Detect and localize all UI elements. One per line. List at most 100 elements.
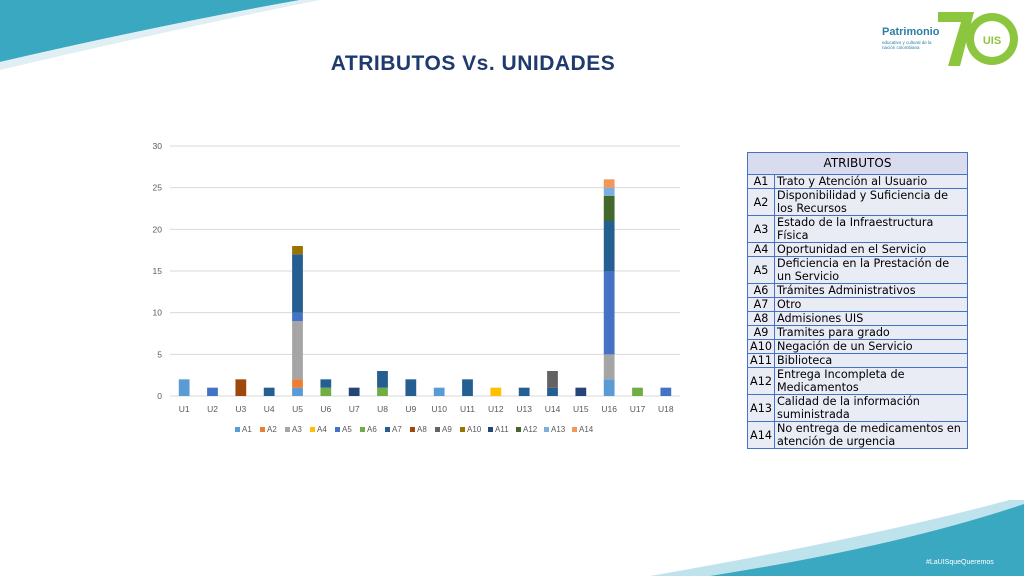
atributo-row: A5 Deficiencia en la Prestación de un Ser… bbox=[747, 256, 968, 284]
legend-swatch bbox=[360, 427, 365, 432]
legend-swatch bbox=[516, 427, 521, 432]
footer-wave-decoration bbox=[650, 500, 1024, 576]
bar-segment bbox=[547, 371, 558, 388]
legend-label: A9 bbox=[442, 425, 452, 434]
atributo-label: Negación de un Servicio bbox=[774, 339, 968, 354]
x-tick-label: U16 bbox=[601, 404, 617, 414]
legend-label: A14 bbox=[579, 425, 594, 434]
atributo-label: No entrega de medicamentos en atención d… bbox=[774, 421, 968, 449]
atributo-row: A11 Biblioteca bbox=[747, 353, 968, 368]
atributo-label: Trato y Atención al Usuario bbox=[774, 174, 968, 189]
atributo-code: A4 bbox=[747, 242, 775, 257]
atributo-code: A10 bbox=[747, 339, 775, 354]
x-tick-label: U13 bbox=[516, 404, 532, 414]
y-tick-label: 5 bbox=[157, 349, 162, 359]
legend-swatch bbox=[572, 427, 577, 432]
x-tick-label: U1 bbox=[179, 404, 190, 414]
legend-swatch bbox=[460, 427, 465, 432]
atributo-code: A11 bbox=[747, 353, 775, 368]
x-tick-label: U10 bbox=[431, 404, 447, 414]
bar-segment bbox=[348, 387, 360, 396]
atributo-row: A13 Calidad de la información suministrad… bbox=[747, 394, 968, 422]
bar-segment bbox=[575, 387, 587, 396]
atributo-code: A9 bbox=[747, 325, 775, 340]
atributo-row: A9 Tramites para grado bbox=[747, 325, 968, 340]
bar-segment bbox=[377, 371, 388, 388]
atributo-row: A8 Admisiones UIS bbox=[747, 311, 968, 326]
legend-label: A12 bbox=[523, 425, 538, 434]
x-tick-label: U5 bbox=[292, 404, 303, 414]
atributo-code: A13 bbox=[747, 394, 775, 422]
legend-label: A3 bbox=[292, 425, 302, 434]
atributo-code: A12 bbox=[747, 367, 775, 395]
legend-label: A2 bbox=[267, 425, 277, 434]
legend-label: A13 bbox=[551, 425, 566, 434]
bar-segment bbox=[433, 387, 445, 396]
y-tick-label: 0 bbox=[157, 391, 162, 401]
bar-segment bbox=[292, 387, 303, 396]
bar-segment bbox=[547, 387, 558, 396]
bar-segment bbox=[292, 246, 303, 255]
x-tick-label: U8 bbox=[377, 404, 388, 414]
bar-segment bbox=[603, 187, 615, 196]
atributo-label: Calidad de la información suministrada bbox=[774, 394, 968, 422]
legend-swatch bbox=[335, 427, 340, 432]
atributos-table-header: ATRIBUTOS bbox=[747, 152, 968, 175]
x-tick-label: U18 bbox=[658, 404, 674, 414]
atributo-row: A3 Estado de la Infraestructura Física bbox=[747, 215, 968, 243]
legend-swatch bbox=[488, 427, 493, 432]
atributo-row: A12 Entrega Incompleta de Medicamentos bbox=[747, 367, 968, 395]
legend-swatch bbox=[544, 427, 549, 432]
logo-name: Patrimonio bbox=[882, 26, 940, 38]
atributo-code: A1 bbox=[747, 174, 775, 189]
bar-segment bbox=[603, 354, 615, 380]
atributo-label: Estado de la Infraestructura Física bbox=[774, 215, 968, 243]
y-tick-label: 25 bbox=[153, 183, 163, 193]
atributo-row: A2 Disponibilidad y Suficiencia de los Re… bbox=[747, 188, 968, 216]
legend-label: A6 bbox=[367, 425, 377, 434]
y-tick-label: 15 bbox=[153, 266, 163, 276]
atributo-label: Tramites para grado bbox=[774, 325, 968, 340]
hashtag-text: #LaUISqueQueremos bbox=[926, 559, 994, 566]
atributo-label: Disponibilidad y Suficiencia de los Recu… bbox=[774, 188, 968, 216]
x-tick-label: U12 bbox=[488, 404, 504, 414]
atributo-label: Deficiencia en la Prestación de un Servi… bbox=[774, 256, 968, 284]
bar-segment bbox=[603, 179, 615, 188]
bar-segment bbox=[490, 387, 502, 396]
legend-swatch bbox=[385, 427, 390, 432]
legend-swatch bbox=[310, 427, 315, 432]
x-tick-label: U4 bbox=[264, 404, 275, 414]
x-tick-label: U6 bbox=[320, 404, 331, 414]
atributo-label: Otro bbox=[774, 297, 968, 312]
legend-swatch bbox=[410, 427, 415, 432]
bar-segment bbox=[603, 271, 615, 355]
y-tick-label: 30 bbox=[153, 141, 163, 151]
university-logo: Patrimonio educativo y cultural de la na… bbox=[876, 4, 1024, 70]
bar-segment bbox=[603, 221, 615, 271]
bar-segment bbox=[263, 387, 275, 396]
legend-swatch bbox=[435, 427, 440, 432]
atributo-code: A5 bbox=[747, 256, 775, 284]
legend-swatch bbox=[260, 427, 265, 432]
atributo-label: Trámites Administrativos bbox=[774, 283, 968, 298]
atributo-code: A14 bbox=[747, 421, 775, 449]
atributo-row: A6 Trámites Administrativos bbox=[747, 283, 968, 298]
bar-segment bbox=[207, 387, 218, 396]
logo-initials: UIS bbox=[983, 35, 1001, 47]
x-tick-label: U14 bbox=[545, 404, 561, 414]
atributo-row: A10 Negación de un Servicio bbox=[747, 339, 968, 354]
atributo-label: Oportunidad en el Servicio bbox=[774, 242, 968, 257]
atributo-code: A3 bbox=[747, 215, 775, 243]
bar-segment bbox=[518, 387, 530, 396]
bar-segment bbox=[292, 254, 303, 313]
bar-segment bbox=[462, 379, 473, 396]
atributo-row: A1 Trato y Atención al Usuario bbox=[747, 174, 968, 189]
atributos-table: ATRIBUTOS A1 Trato y Atención al Usuario A… bbox=[747, 152, 968, 449]
x-tick-label: U2 bbox=[207, 404, 218, 414]
bar-segment bbox=[320, 379, 332, 388]
atributo-code: A2 bbox=[747, 188, 775, 216]
bar-segment bbox=[377, 387, 388, 396]
bar-segment bbox=[660, 387, 672, 396]
legend-label: A7 bbox=[392, 425, 402, 434]
legend-label: A10 bbox=[467, 425, 482, 434]
